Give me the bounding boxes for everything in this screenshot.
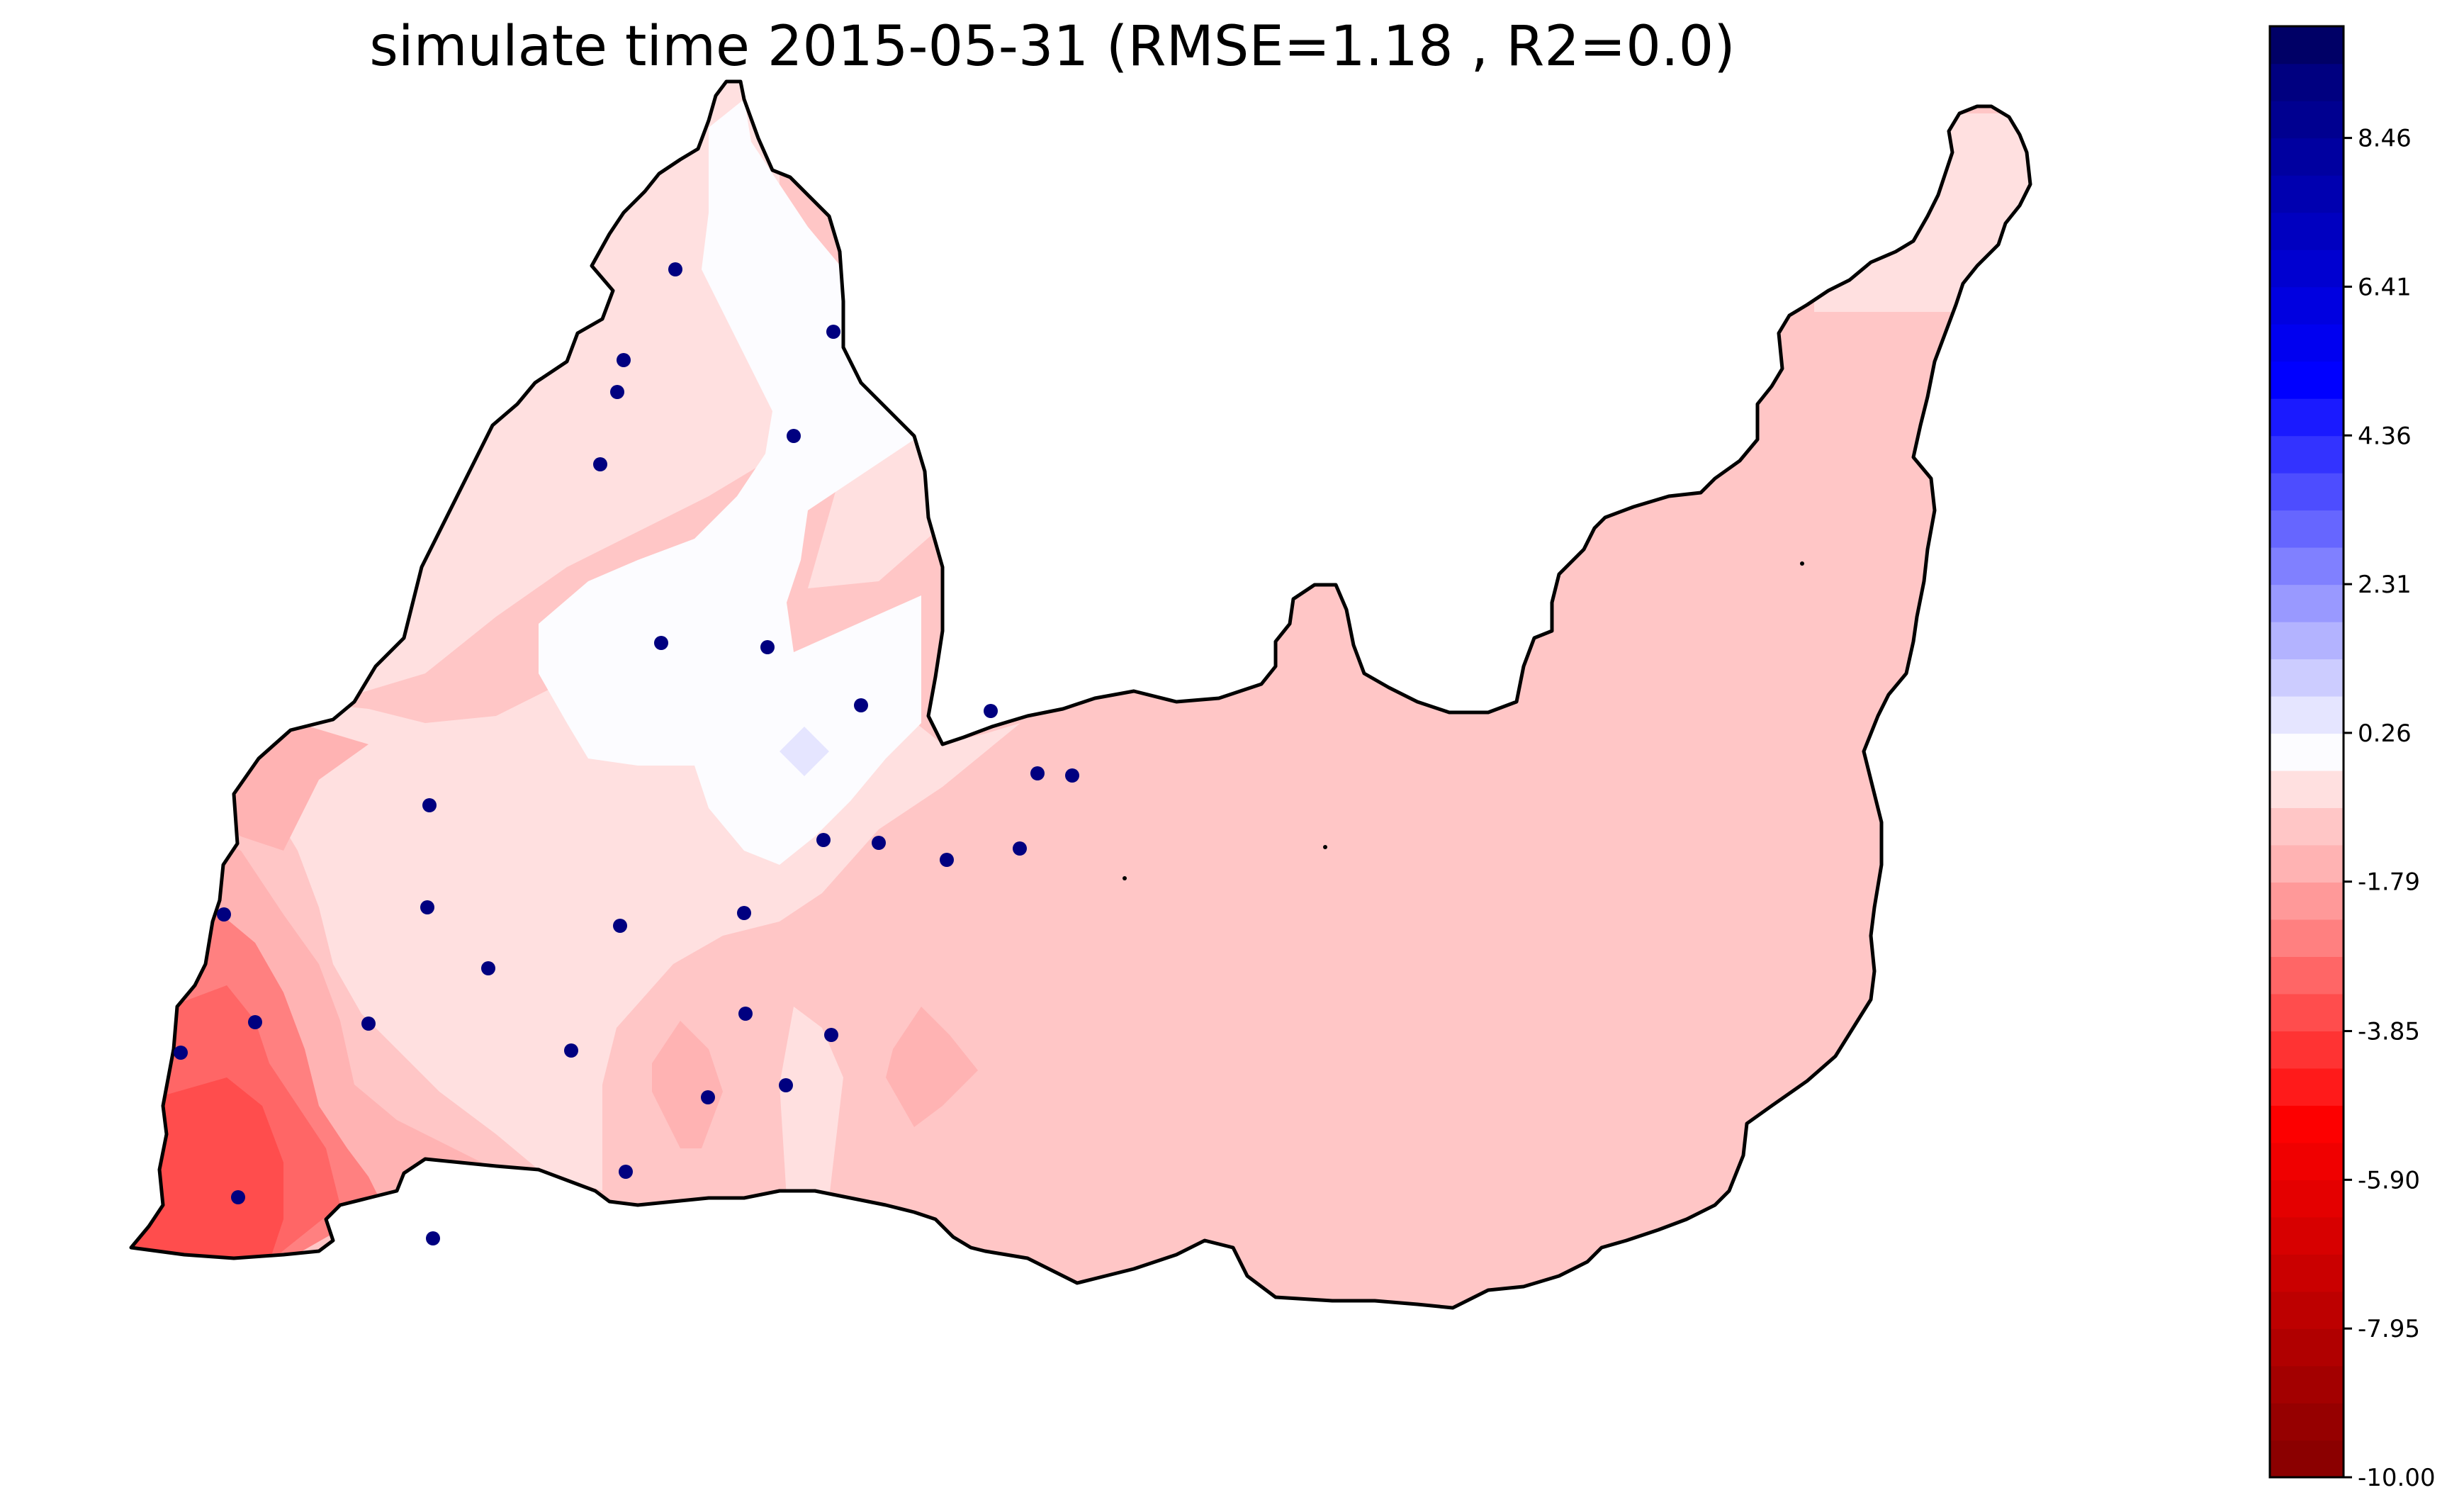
colorbar-tick-label: 0.26 [2358,719,2412,748]
colorbar-band [2270,1291,2344,1329]
colorbar-band [2270,510,2344,548]
colorbar-band [2270,100,2344,139]
station-markers [174,262,1079,1245]
chart-title: simulate time 2015-05-31 (RMSE=1.18 , R2… [369,15,1735,79]
station-marker [610,385,624,399]
colorbar: 8.46 6.41 4.36 2.31 0.26 -1.79 -3.85 -5.90 -7.95… [2268,25,2436,1492]
colorbar-band [2270,807,2344,846]
colorbar-band [2270,138,2344,176]
colorbar-band [2270,174,2344,213]
station-marker [737,906,751,920]
colorbar-band [2270,1216,2344,1255]
station-marker [248,1015,262,1029]
colorbar-tick-label: 4.36 [2358,422,2412,450]
station-marker [940,853,954,867]
station-marker [668,262,682,276]
colorbar-band [2270,286,2344,325]
colorbar-band [2270,882,2344,920]
colorbar-tick-label: -7.95 [2358,1315,2420,1343]
contour-band-near-white [539,99,921,865]
colorbar-band [2270,472,2344,511]
station-marker [619,1165,633,1179]
station-marker [1013,841,1027,856]
station-marker [617,353,631,367]
colorbar-band [2270,695,2344,734]
station-marker [593,457,607,471]
colorbar-tick-label: -3.85 [2358,1018,2420,1046]
boundary-artifacts [1123,561,1804,880]
contour-band-light-blue [780,727,829,776]
colorbar-band [2270,1328,2344,1367]
station-marker [613,919,627,933]
station-marker [824,1028,838,1042]
station-marker [422,798,437,812]
boundary-artifact-dot [1323,845,1327,849]
colorbar-tick-label: -5.90 [2358,1166,2420,1194]
station-marker [1065,768,1079,783]
colorbar-band [2270,1365,2344,1404]
station-marker [816,833,831,847]
station-marker [760,640,775,654]
colorbar-tick-label: -10.00 [2358,1464,2436,1492]
colorbar-band [2270,212,2344,250]
colorbar-band [2270,621,2344,660]
colorbar-band [2270,547,2344,586]
station-marker [872,836,886,850]
colorbar-frame [2268,25,2345,1479]
station-marker [779,1078,793,1092]
station-marker [426,1231,440,1245]
station-marker [654,636,668,650]
colorbar-tick-label: -1.79 [2358,868,2420,897]
station-marker [1030,766,1045,780]
colorbar-band [2270,1440,2344,1478]
colorbar-band [2270,844,2344,883]
station-marker [984,704,998,718]
colorbar-band [2270,398,2344,437]
colorbar-band [2270,249,2344,288]
colorbar-ticks: 8.46 6.41 4.36 2.31 0.26 -1.79 -3.85 -5.90 -7.95… [2344,125,2436,1492]
boundary-artifact-dot [1800,561,1804,566]
colorbar-tick-label: 8.46 [2358,125,2412,153]
colorbar-band [2270,659,2344,697]
station-marker [738,1007,753,1021]
colorbar-band [2270,1180,2344,1218]
station-marker [481,961,495,975]
colorbar-band [2270,733,2344,771]
contour-band-strong-red [131,1077,283,1262]
station-marker [826,325,840,339]
colorbar-band [2270,993,2344,1031]
colorbar-tick-label: 2.31 [2358,571,2412,599]
colorbar-band [2270,435,2344,474]
colorbar-band [2270,919,2344,957]
contour-band-pink [131,709,978,1262]
colorbar-band [2270,26,2344,65]
station-marker [701,1090,715,1104]
station-marker [217,907,231,922]
colorbar-band [2270,1254,2344,1292]
station-marker [231,1190,245,1204]
station-marker [361,1017,376,1031]
colorbar-band [2270,1142,2344,1180]
station-marker [174,1046,188,1060]
colorbar-band [2270,323,2344,362]
colorbar-band [2270,770,2344,809]
station-marker [420,900,434,914]
colorbar-band [2270,584,2344,622]
colorbar-band [2270,1105,2344,1143]
colorbar-tick-label: 6.41 [2358,273,2412,301]
colorbar-bands [2270,26,2344,1478]
colorbar-band [2270,1068,2344,1106]
station-marker [564,1043,578,1058]
colorbar-band [2270,956,2344,995]
station-marker [787,429,801,443]
colorbar-band [2270,361,2344,399]
boundary-artifact-dot [1123,876,1127,880]
colorbar-band [2270,63,2344,101]
colorbar-band [2270,1031,2344,1069]
colorbar-band [2270,1403,2344,1441]
station-marker [854,698,868,712]
